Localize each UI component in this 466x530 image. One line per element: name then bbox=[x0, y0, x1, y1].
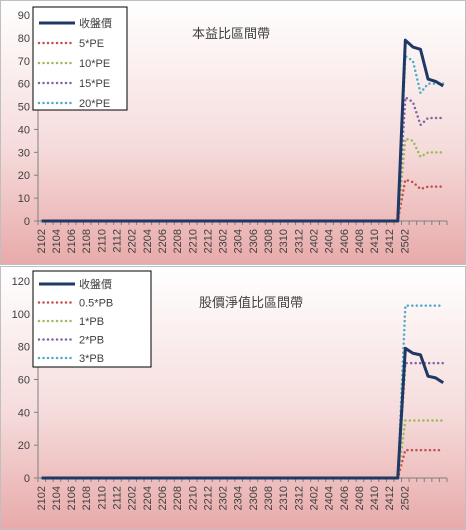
x-tick-label: 2306 bbox=[248, 229, 260, 253]
x-tick-label: 2210 bbox=[187, 229, 199, 253]
series-line-0 bbox=[41, 38, 444, 223]
x-tick-label: 2212 bbox=[202, 229, 214, 253]
x-tick-label: 2310 bbox=[278, 229, 290, 253]
legend-label: 收盤價 bbox=[79, 277, 112, 291]
pe-band-chart-panel: 0 10 20 30 40 50 60 70 80 90 2102 2104 2106 2108 2110 2… bbox=[0, 0, 466, 265]
x-tick-label: 2406 bbox=[339, 486, 351, 510]
x-tick-label: 2110 bbox=[96, 229, 108, 253]
legend-label: 10*PE bbox=[79, 58, 110, 70]
x-tick-label: 2308 bbox=[263, 486, 275, 510]
x-tick-label: 2408 bbox=[354, 486, 366, 510]
x-tick-label: 2306 bbox=[248, 486, 260, 510]
x-tick-label: 2108 bbox=[81, 486, 93, 510]
y-tick-label: 20 bbox=[18, 170, 30, 182]
x-tick-label: 2112 bbox=[112, 486, 124, 510]
y-tick-label: 80 bbox=[18, 342, 30, 354]
y-tick-label: 0 bbox=[24, 473, 30, 485]
legend-label: 15*PE bbox=[79, 78, 110, 90]
x-tick-label: 2312 bbox=[293, 486, 305, 510]
x-tick-label: 2406 bbox=[339, 229, 351, 253]
x-tick-label: 2310 bbox=[278, 486, 290, 510]
pe-band-chart: 0 10 20 30 40 50 60 70 80 90 2102 2104 2106 2108 2110 2… bbox=[1, 1, 465, 264]
legend-label: 收盤價 bbox=[79, 16, 112, 30]
x-tick-label: 2402 bbox=[308, 229, 320, 253]
x-tick-label: 2202 bbox=[127, 229, 139, 253]
x-tick-label: 2204 bbox=[142, 486, 154, 510]
y-tick-label: 0 bbox=[24, 216, 30, 228]
x-tick-label: 2106 bbox=[66, 229, 78, 253]
legend-label: 0.5*PB bbox=[79, 298, 113, 310]
x-tick-label: 2110 bbox=[96, 486, 108, 510]
y-tick-label: 100 bbox=[12, 309, 30, 321]
y-tick-label: 80 bbox=[18, 33, 30, 45]
x-tick-label: 2412 bbox=[384, 229, 396, 253]
y-tick-label: 120 bbox=[12, 276, 30, 288]
series-line-0 bbox=[41, 346, 445, 480]
x-tick-label: 2212 bbox=[202, 486, 214, 510]
y-tick-label: 60 bbox=[18, 79, 30, 91]
y-tick-label: 50 bbox=[18, 102, 30, 114]
x-tick-label: 2404 bbox=[324, 486, 336, 510]
y-tick-label: 60 bbox=[18, 375, 30, 387]
x-tick-label: 2410 bbox=[369, 486, 381, 510]
x-tick-label: 2102 bbox=[36, 486, 48, 510]
x-tick-label: 2502 bbox=[399, 486, 411, 510]
y-tick-label: 20 bbox=[18, 440, 30, 452]
legend-label: 3*PB bbox=[79, 353, 104, 365]
x-tick-label: 2206 bbox=[157, 229, 169, 253]
x-tick-label: 2210 bbox=[187, 486, 199, 510]
x-tick-label: 2312 bbox=[293, 229, 305, 253]
x-tick-label: 2108 bbox=[81, 229, 93, 253]
legend-box bbox=[32, 270, 152, 368]
x-tick-label: 2410 bbox=[369, 229, 381, 253]
x-tick-label: 2104 bbox=[51, 486, 63, 510]
legend-label: 20*PE bbox=[79, 98, 110, 110]
x-tick-label: 2412 bbox=[384, 486, 396, 510]
legend-label: 1*PB bbox=[79, 316, 104, 328]
x-tick-label: 2302 bbox=[218, 229, 230, 253]
x-tick-label: 2104 bbox=[51, 229, 63, 253]
y-tick-label: 30 bbox=[18, 147, 30, 159]
x-tick-label: 2112 bbox=[112, 229, 124, 253]
y-tick-label: 90 bbox=[18, 10, 30, 22]
legend-label: 5*PE bbox=[79, 38, 104, 50]
y-tick-label: 40 bbox=[18, 124, 30, 136]
x-tick-label: 2502 bbox=[399, 229, 411, 253]
x-tick-label: 2204 bbox=[142, 229, 154, 253]
x-tick-label: 2208 bbox=[172, 229, 184, 253]
y-tick-label: 10 bbox=[18, 193, 30, 205]
x-tick-label: 2304 bbox=[233, 229, 245, 253]
x-tick-label: 2302 bbox=[218, 486, 230, 510]
x-tick-label: 2408 bbox=[354, 229, 366, 253]
pb-band-chart-panel: 0 20 40 60 80 100 120 2102 2104 2106 2108 2110 2112 2… bbox=[0, 266, 466, 530]
y-tick-label: 70 bbox=[18, 56, 30, 68]
y-tick-label: 40 bbox=[18, 407, 30, 419]
chart-title: 本益比區間帶 bbox=[192, 26, 270, 41]
x-tick-label: 2404 bbox=[324, 229, 336, 253]
x-tick-label: 2304 bbox=[233, 486, 245, 510]
x-tick-label: 2208 bbox=[172, 486, 184, 510]
x-tick-label: 2102 bbox=[36, 229, 48, 253]
x-tick-label: 2202 bbox=[127, 486, 139, 510]
x-tick-label: 2206 bbox=[157, 486, 169, 510]
chart-title: 股價淨值比區間帶 bbox=[199, 295, 303, 310]
x-tick-label: 2402 bbox=[308, 486, 320, 510]
x-tick-label: 2106 bbox=[66, 486, 78, 510]
x-tick-label: 2308 bbox=[263, 229, 275, 253]
legend-label: 2*PB bbox=[79, 335, 104, 347]
